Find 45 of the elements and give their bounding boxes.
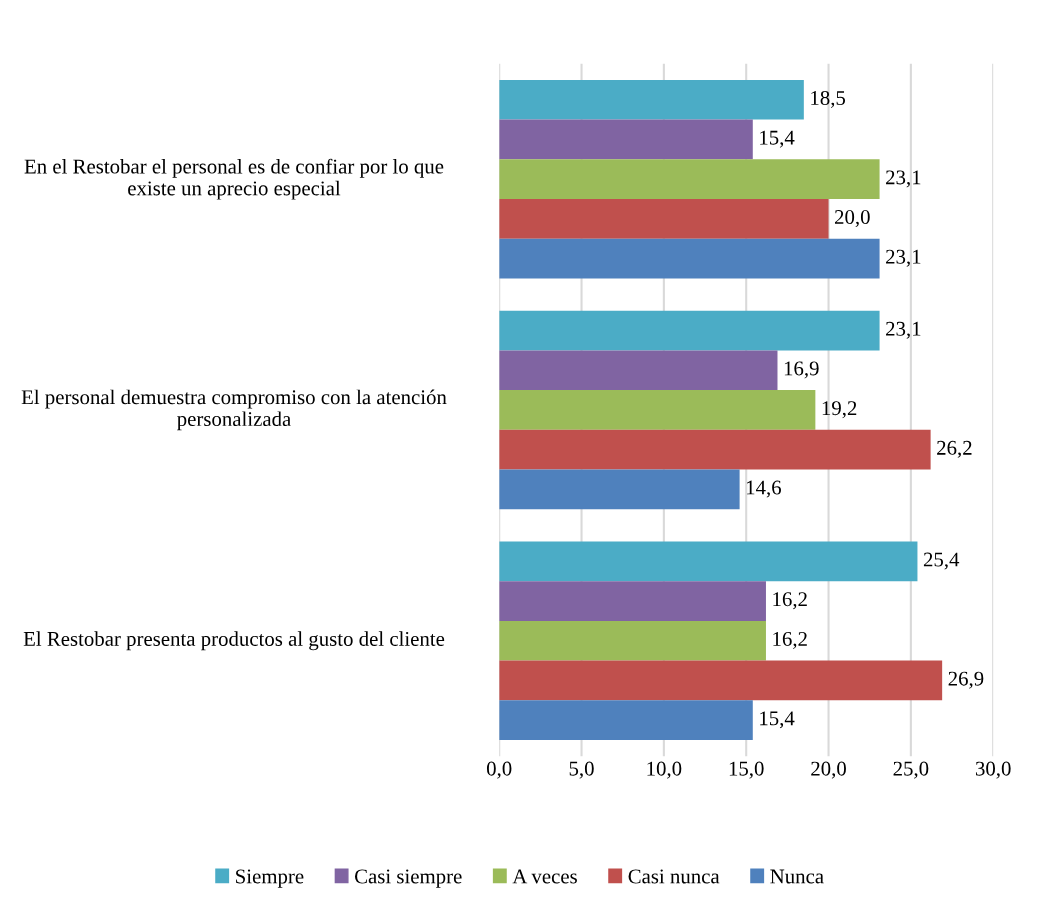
data-label: 23,1	[886, 249, 921, 267]
bar	[499, 390, 816, 430]
x-tick-label: 15,0	[729, 761, 764, 779]
data-label: 14,6	[747, 480, 782, 498]
data-label: 26,9	[948, 671, 984, 689]
legend-label: Casi siempre	[354, 869, 462, 888]
bar	[499, 159, 880, 200]
data-label: 25,4	[923, 552, 960, 570]
data-label: 23,1	[886, 321, 921, 339]
bar	[499, 620, 766, 661]
bar	[499, 199, 829, 239]
bar	[499, 660, 943, 701]
bar	[499, 238, 880, 279]
bar	[499, 700, 753, 740]
legend-label: Siempre	[236, 869, 304, 888]
x-tick-label: 30,0	[975, 761, 1011, 779]
legend-label: A veces	[512, 869, 577, 884]
bar	[499, 310, 880, 351]
y-tick-label: En el Restobar el personal es de confiar por lo que existe un aprecio especial	[24, 158, 444, 200]
legend-label: Casi nunca	[628, 869, 720, 884]
data-label: 19,2	[822, 401, 857, 419]
bar	[499, 429, 931, 470]
data-label: 18,5	[811, 90, 846, 108]
x-tick-label: 20,0	[811, 761, 846, 779]
bar	[499, 541, 918, 582]
y-tick-label: El Restobar presenta productos al gusto del cliente	[23, 631, 445, 651]
x-tick-label: 25,0	[893, 761, 929, 779]
data-label: 16,2	[773, 631, 807, 649]
data-label: 15,4	[760, 711, 795, 729]
bar	[499, 581, 766, 621]
data-label: 20,0	[835, 210, 870, 228]
bar	[499, 469, 740, 510]
bar	[499, 119, 753, 160]
bar	[499, 350, 778, 391]
data-label: 15,4	[760, 130, 795, 148]
legend-label: Nunca	[770, 869, 824, 884]
x-tick-label: 10,0	[647, 761, 682, 779]
y-tick-label: El personal demuestra compromiso con la atención personalizada	[21, 389, 447, 431]
x-tick-label: 0,0	[486, 761, 512, 779]
data-label: 16,2	[773, 592, 807, 610]
data-label: 26,2	[937, 440, 972, 458]
x-tick-label: 5,0	[569, 761, 594, 779]
data-label: 16,9	[784, 361, 819, 379]
bar	[499, 79, 804, 120]
data-label: 23,1	[886, 170, 921, 188]
